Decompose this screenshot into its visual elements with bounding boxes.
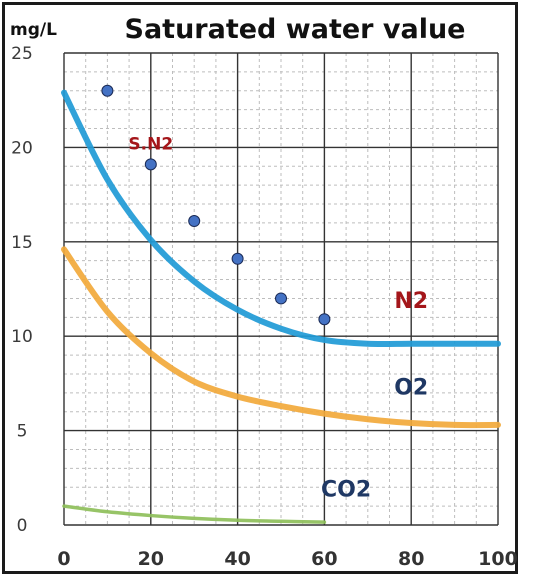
y-tick-label: 10 — [11, 327, 33, 347]
annotation-s-n2: S.N2 — [128, 134, 173, 154]
data-point-s-n2 — [101, 84, 114, 97]
data-point-s-n2 — [231, 252, 244, 265]
y-tick-label: 25 — [11, 44, 33, 64]
y-tick-label: 5 — [17, 422, 28, 442]
x-tick-label: 40 — [224, 548, 250, 570]
grid — [63, 52, 499, 526]
annotation-o2: O2 — [394, 376, 428, 401]
x-tick-label: 60 — [311, 548, 337, 570]
series-line-co2 — [62, 504, 327, 524]
data-point-s-n2 — [275, 292, 287, 305]
axis-ticks: 0 5 10 15 20 25 0 20 40 60 80 100 — [11, 44, 518, 570]
series-line-n2 — [61, 89, 501, 348]
chart-title: Saturated water value — [125, 14, 466, 45]
scatter-points — [101, 84, 331, 326]
annotation-co2: CO2 — [321, 478, 371, 503]
y-axis-unit: mg/L — [10, 20, 57, 40]
y-tick-label: 20 — [11, 138, 33, 158]
y-tick-label: 0 — [17, 516, 28, 536]
x-tick-label: 20 — [138, 548, 164, 570]
x-tick-label: 100 — [478, 548, 518, 570]
y-tick-label: 15 — [11, 233, 33, 253]
data-point-s-n2 — [144, 158, 157, 171]
x-tick-label: 0 — [57, 548, 70, 570]
series-annotations: N2 O2 CO2 S.N2 — [128, 134, 428, 502]
data-point-s-n2 — [188, 215, 201, 228]
annotation-n2: N2 — [394, 289, 428, 314]
series-line-o2 — [61, 246, 501, 429]
series-lines — [61, 89, 501, 524]
data-point-s-n2 — [318, 313, 331, 326]
x-tick-label: 80 — [398, 548, 424, 570]
